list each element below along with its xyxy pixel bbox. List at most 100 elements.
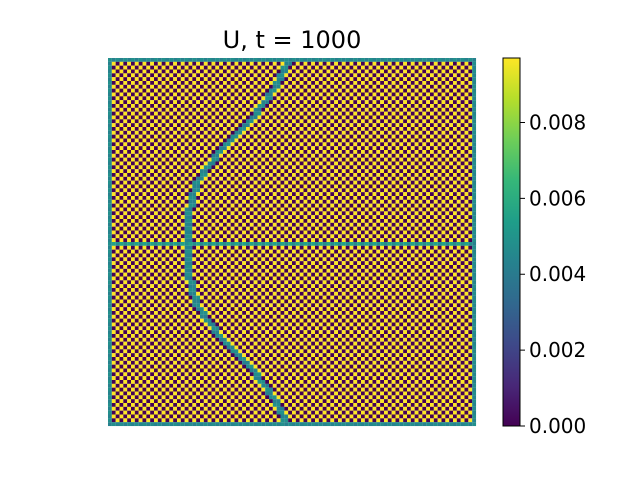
heatmap-cell	[460, 134, 465, 139]
heatmap-cell	[169, 104, 174, 108]
heatmap-cell	[418, 100, 423, 105]
heatmap-cell	[246, 199, 250, 204]
heatmap-cell	[395, 65, 400, 70]
heatmap-cell	[433, 77, 438, 82]
heatmap-cell	[376, 199, 381, 204]
heatmap-cell	[257, 134, 262, 139]
heatmap-cell	[426, 188, 431, 193]
heatmap-cell	[318, 215, 323, 220]
heatmap-cell	[230, 130, 235, 135]
heatmap-cell	[253, 169, 258, 174]
heatmap-cell	[326, 242, 331, 246]
heatmap-cell	[134, 188, 139, 193]
heatmap-cell	[433, 111, 438, 116]
heatmap-cell	[234, 222, 239, 227]
heatmap-cell	[173, 115, 178, 120]
heatmap-cell	[131, 161, 135, 166]
heatmap-cell	[249, 65, 254, 70]
heatmap-cell	[399, 173, 404, 177]
heatmap-cell	[295, 88, 300, 93]
heatmap-cell	[154, 96, 158, 101]
heatmap-cell	[119, 199, 124, 204]
heatmap-cell	[276, 169, 281, 174]
heatmap-cell	[249, 81, 254, 85]
heatmap-cell	[361, 188, 365, 193]
heatmap-cell	[345, 73, 350, 78]
heatmap-cell	[180, 249, 185, 254]
heatmap-cell	[449, 100, 454, 105]
heatmap-cell	[372, 127, 377, 131]
heatmap-cell	[456, 196, 461, 200]
heatmap-cell	[180, 100, 185, 105]
heatmap-cell	[472, 88, 477, 93]
heatmap-cell	[134, 173, 139, 177]
heatmap-cell	[142, 111, 147, 116]
heatmap-cell	[453, 81, 457, 85]
heatmap-cell	[265, 58, 270, 62]
heatmap-cell	[257, 180, 262, 185]
heatmap-cell	[330, 77, 335, 82]
heatmap-cell	[142, 65, 147, 70]
heatmap-cell	[295, 107, 300, 112]
heatmap-cell	[326, 107, 331, 112]
heatmap-cell	[456, 115, 461, 120]
heatmap-cell	[315, 107, 319, 112]
heatmap-cell	[303, 253, 308, 258]
heatmap-cell	[253, 107, 258, 112]
heatmap-cell	[276, 69, 281, 74]
heatmap-cell	[349, 180, 354, 185]
heatmap-cell	[207, 234, 212, 239]
heatmap-cell	[403, 104, 408, 108]
heatmap-cell	[468, 73, 473, 78]
heatmap-cell	[223, 84, 227, 89]
heatmap-cell	[203, 253, 208, 258]
heatmap-cell	[157, 119, 162, 124]
heatmap-cell	[284, 211, 289, 216]
heatmap-cell	[349, 176, 354, 181]
heatmap-cell	[196, 238, 201, 243]
heatmap-cell	[391, 104, 396, 108]
heatmap-cell	[173, 196, 178, 200]
heatmap-cell	[307, 107, 312, 112]
heatmap-cell	[257, 84, 262, 89]
heatmap-cell	[303, 180, 308, 185]
heatmap-cell	[223, 173, 227, 177]
heatmap-cell	[414, 123, 419, 128]
heatmap-cell	[426, 142, 431, 147]
heatmap-cell	[253, 173, 258, 177]
heatmap-cell	[349, 242, 354, 246]
heatmap-cell	[460, 199, 465, 204]
heatmap-cell	[207, 134, 212, 139]
heatmap-cell	[318, 123, 323, 128]
heatmap-cell	[249, 150, 254, 154]
heatmap-cell	[265, 196, 270, 200]
heatmap-cell	[272, 146, 277, 151]
heatmap-cell	[376, 188, 381, 193]
heatmap-cell	[430, 161, 434, 166]
heatmap-cell	[115, 173, 120, 177]
heatmap-cell	[177, 215, 181, 220]
heatmap-cell	[341, 188, 346, 193]
heatmap-cell	[376, 142, 381, 147]
heatmap-cell	[226, 215, 231, 220]
heatmap-cell	[453, 100, 457, 105]
heatmap-cell	[138, 165, 143, 170]
heatmap-cell	[361, 96, 365, 101]
heatmap-cell	[453, 150, 457, 154]
heatmap-cell	[219, 81, 224, 85]
heatmap-cell	[318, 180, 323, 185]
heatmap-cell	[395, 142, 400, 147]
heatmap-cell	[345, 100, 350, 105]
heatmap-cell	[111, 115, 116, 120]
heatmap-cell	[464, 146, 469, 151]
heatmap-cell	[288, 119, 293, 124]
heatmap-cell	[318, 130, 323, 135]
heatmap-cell	[430, 211, 434, 216]
heatmap-cell	[146, 146, 151, 151]
heatmap-cell	[180, 130, 185, 135]
heatmap-cell	[123, 196, 128, 200]
heatmap-cell	[334, 130, 339, 135]
heatmap-cell	[384, 111, 388, 116]
heatmap-cell	[165, 84, 170, 89]
heatmap-cell	[127, 134, 132, 139]
